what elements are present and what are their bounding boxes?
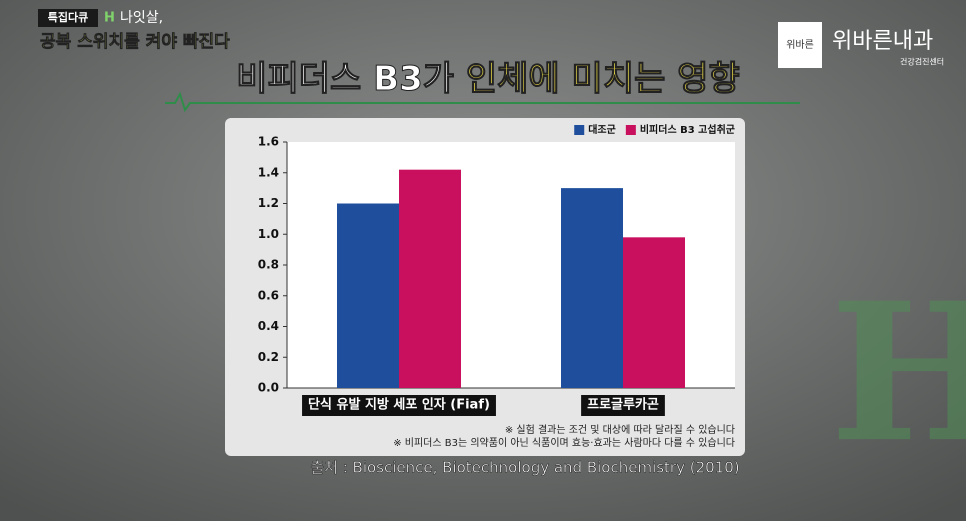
subtitle-1: 나잇살,: [120, 10, 163, 26]
logo-name: 위바른내과: [832, 29, 933, 54]
y-tick-label: 1.2: [258, 196, 279, 210]
bar: [399, 169, 461, 388]
x-tick-label: 프로글루카곤: [587, 398, 659, 413]
x-label-box: [581, 395, 665, 416]
bar: [561, 188, 623, 388]
y-tick-label: 1.6: [258, 135, 279, 149]
badge: 특집다큐: [48, 10, 88, 24]
y-tick-label: 1.4: [258, 165, 279, 179]
subtitle-2: 공복 스위치를 켜야 빠진다: [40, 32, 230, 52]
badge-mark: H: [104, 11, 115, 26]
badge-box: [38, 9, 98, 27]
x-label-box: [302, 395, 496, 416]
plot: 0.0 0.2 0.4 0.6 0.8 1.0 1.2 1.4 1.6 단식 유발 지방 세포 인…: [258, 123, 735, 416]
x-tick-label: 단식 유발 지방 세포 인자 (Fiaf): [308, 397, 490, 413]
decor-letter: H: [830, 261, 966, 484]
chart-title: 비피더스 B3가 인체에 미치는 영향: [236, 59, 740, 99]
y-tick-label: 1.0: [258, 227, 279, 241]
note: ※ 비피더스 B3는 의약품이 아닌 식품이며 효능·효과는 사람마다 다를 수…: [393, 436, 735, 449]
legend-swatch: [625, 125, 636, 135]
bar: [623, 237, 685, 388]
y-tick-label: 0.4: [258, 319, 279, 333]
bar: [337, 203, 399, 388]
logo-icon-box: [778, 22, 822, 68]
y-tick-label: 0.6: [258, 288, 279, 302]
legend-label: 대조군: [588, 123, 616, 136]
y-tick-label: 0.8: [258, 258, 279, 272]
legend-swatch: [574, 125, 585, 135]
y-tick-label: 0.2: [258, 350, 279, 364]
y-tick-label: 0.0: [258, 381, 279, 395]
note: ※ 실험 결과는 조건 및 대상에 따라 달라질 수 있습니다: [505, 424, 735, 436]
logo-sub: 건강검진센터: [900, 57, 944, 67]
title-part: 비피더스 B3가: [236, 59, 454, 99]
source: 출처 : Bioscience, Biotechnology and Bioch…: [310, 459, 739, 477]
title-part: 인체에 미치는 영향: [466, 59, 740, 99]
logo-icon: 위바른: [786, 38, 814, 51]
legend-label: 비피더스 B3 고섭취군: [640, 123, 735, 136]
title-underline: [165, 91, 800, 113]
